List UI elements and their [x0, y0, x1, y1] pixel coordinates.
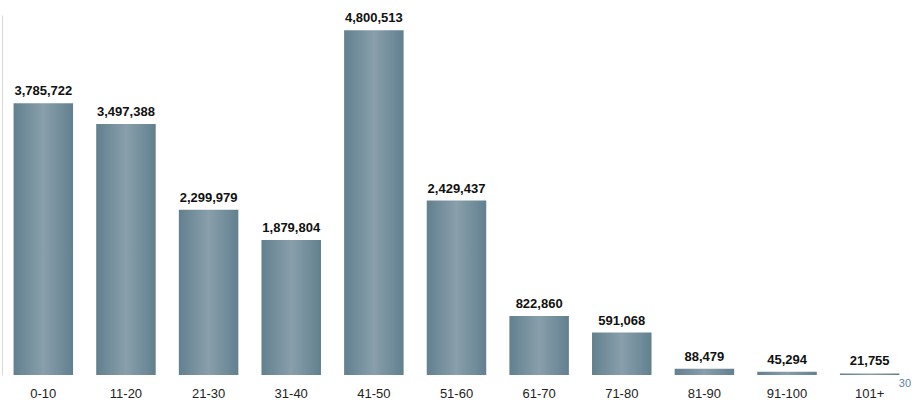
svg-text:51-60: 51-60 — [440, 386, 473, 401]
svg-text:591,068: 591,068 — [598, 313, 645, 328]
svg-text:41-50: 41-50 — [357, 386, 390, 401]
svg-text:91-100: 91-100 — [767, 386, 807, 401]
svg-text:822,860: 822,860 — [516, 296, 563, 311]
svg-text:30: 30 — [899, 377, 911, 389]
svg-text:21-30: 21-30 — [192, 386, 225, 401]
svg-text:45,294: 45,294 — [767, 352, 808, 367]
svg-text:81-90: 81-90 — [688, 386, 721, 401]
svg-text:4,800,513: 4,800,513 — [345, 10, 403, 25]
svg-text:101+: 101+ — [855, 386, 884, 401]
svg-text:3,785,722: 3,785,722 — [14, 83, 72, 98]
svg-text:0-10: 0-10 — [30, 386, 56, 401]
svg-text:71-80: 71-80 — [605, 386, 638, 401]
svg-text:11-20: 11-20 — [110, 386, 142, 401]
svg-text:31-40: 31-40 — [275, 386, 308, 401]
svg-text:21,755: 21,755 — [850, 353, 890, 368]
svg-text:88,479: 88,479 — [685, 349, 725, 364]
svg-text:61-70: 61-70 — [523, 386, 556, 401]
svg-text:2,299,979: 2,299,979 — [180, 190, 238, 205]
svg-text:3,497,388: 3,497,388 — [97, 104, 155, 119]
svg-text:1,879,804: 1,879,804 — [262, 220, 321, 235]
svg-text:2,429,437: 2,429,437 — [428, 181, 486, 196]
